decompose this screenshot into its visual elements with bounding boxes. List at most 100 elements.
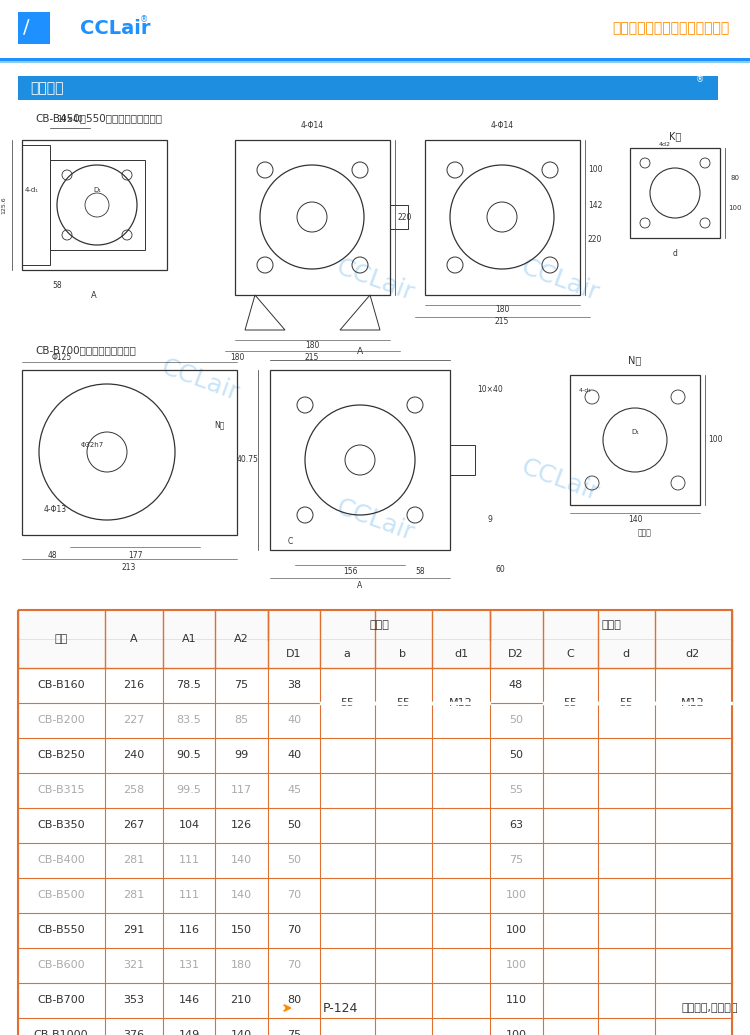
Text: 150: 150 [230, 925, 251, 935]
Text: d: d [673, 248, 677, 258]
Bar [22, 369, 237, 535]
Bar [18, 640, 732, 668]
Text: 4-d₁: 4-d₁ [579, 387, 591, 392]
Bar [450, 445, 475, 475]
Text: 4-d₁: 4-d₁ [25, 187, 39, 193]
Bar [22, 145, 50, 265]
Text: 180: 180 [495, 305, 509, 315]
Text: CB-B160: CB-B160 [38, 680, 85, 690]
Text: D1: D1 [286, 649, 302, 659]
Text: 50: 50 [509, 715, 523, 724]
Text: 177: 177 [128, 551, 142, 560]
Text: 63: 63 [509, 820, 523, 830]
Text: P-124: P-124 [322, 1002, 358, 1014]
Text: A: A [357, 348, 363, 356]
Text: 100: 100 [588, 166, 602, 175]
Text: 50: 50 [509, 750, 523, 760]
Text: 70: 70 [287, 890, 301, 900]
Text: CCLair: CCLair [518, 454, 602, 505]
Text: ®: ® [140, 16, 148, 25]
Text: M12: M12 [681, 698, 705, 708]
Text: CCLair: CCLair [80, 19, 151, 37]
Text: A: A [357, 582, 363, 591]
Text: CB-B700斜齿大排量型号规格: CB-B700斜齿大排量型号规格 [35, 345, 136, 355]
Text: CB-B500: CB-B500 [38, 890, 85, 900]
Text: 100: 100 [506, 925, 526, 935]
Text: CB-B700: CB-B700 [37, 995, 85, 1005]
Text: 70: 70 [287, 960, 301, 970]
Text: CB-B450～550斜齿大排量型号规格: CB-B450～550斜齿大排量型号规格 [35, 113, 162, 123]
Text: 240: 240 [123, 750, 145, 760]
Text: 99: 99 [234, 750, 248, 760]
Text: 10×40: 10×40 [477, 385, 502, 394]
Text: 58: 58 [416, 567, 424, 576]
Text: 140: 140 [628, 515, 642, 525]
Bar [50, 160, 145, 250]
Text: 55: 55 [563, 698, 577, 708]
Text: CCLair: CCLair [518, 255, 602, 305]
Text: 215: 215 [304, 353, 320, 361]
Text: N向: N向 [628, 355, 641, 365]
Text: 376: 376 [124, 1030, 145, 1035]
Text: 353: 353 [124, 995, 145, 1005]
Text: CB-B600: CB-B600 [38, 960, 85, 970]
Bar [18, 610, 732, 640]
Text: 100: 100 [506, 960, 526, 970]
Text: 104: 104 [178, 820, 200, 830]
Text: A2: A2 [234, 634, 248, 644]
Text: 220: 220 [398, 212, 412, 221]
Text: d: d [622, 649, 629, 659]
Text: 146: 146 [178, 995, 200, 1005]
Text: 215: 215 [495, 318, 509, 326]
Text: 9: 9 [488, 515, 493, 525]
Text: a: a [344, 649, 350, 659]
Text: 281: 281 [123, 855, 145, 865]
Text: 吸油口: 吸油口 [601, 620, 621, 630]
Text: 45: 45 [287, 785, 301, 795]
Bar [18, 76, 718, 100]
Bar [22, 140, 167, 270]
Text: b: b [400, 649, 406, 659]
Text: 58: 58 [53, 280, 62, 290]
Text: D₁: D₁ [93, 187, 101, 193]
Text: ∕: ∕ [22, 19, 29, 37]
Text: A: A [130, 634, 138, 644]
Bar [425, 140, 580, 295]
Text: 142: 142 [588, 201, 602, 209]
Text: 227: 227 [123, 715, 145, 724]
Text: C: C [287, 537, 292, 546]
Text: C: C [566, 649, 574, 659]
Text: 258: 258 [123, 785, 145, 795]
Text: 100: 100 [506, 890, 526, 900]
Text: CB-B400: CB-B400 [37, 855, 85, 865]
Text: CB-B200: CB-B200 [37, 715, 85, 724]
Text: 外形尺寸: 外形尺寸 [30, 81, 64, 95]
Text: 90.5: 90.5 [177, 750, 201, 760]
Text: 75: 75 [234, 680, 248, 690]
Text: Φ32h7: Φ32h7 [80, 442, 104, 448]
Text: K向: K向 [669, 131, 681, 141]
Text: 220: 220 [588, 236, 602, 244]
Text: CB-B315: CB-B315 [38, 785, 85, 795]
Bar [390, 205, 408, 229]
Text: 型号: 型号 [54, 634, 68, 644]
Text: CCLair: CCLair [333, 495, 417, 545]
Text: 117: 117 [230, 785, 251, 795]
Text: 149: 149 [178, 1030, 200, 1035]
Bar [630, 148, 720, 238]
Text: 281: 281 [123, 890, 145, 900]
Text: 80: 80 [287, 995, 301, 1005]
Text: 267: 267 [123, 820, 145, 830]
Text: CCLair: CCLair [158, 355, 242, 405]
Text: CB-B1000: CB-B1000 [34, 1030, 88, 1035]
Text: 111: 111 [178, 855, 200, 865]
Text: 出油口: 出油口 [638, 529, 652, 537]
Text: 131: 131 [178, 960, 200, 970]
Bar [570, 375, 700, 505]
Text: 156: 156 [343, 567, 357, 576]
Text: A: A [92, 291, 97, 299]
Text: 全球自动化解决方框服务供应商: 全球自动化解决方框服务供应商 [613, 21, 730, 35]
Text: ®: ® [696, 76, 704, 85]
Text: 50: 50 [287, 820, 301, 830]
Text: 55: 55 [509, 785, 523, 795]
